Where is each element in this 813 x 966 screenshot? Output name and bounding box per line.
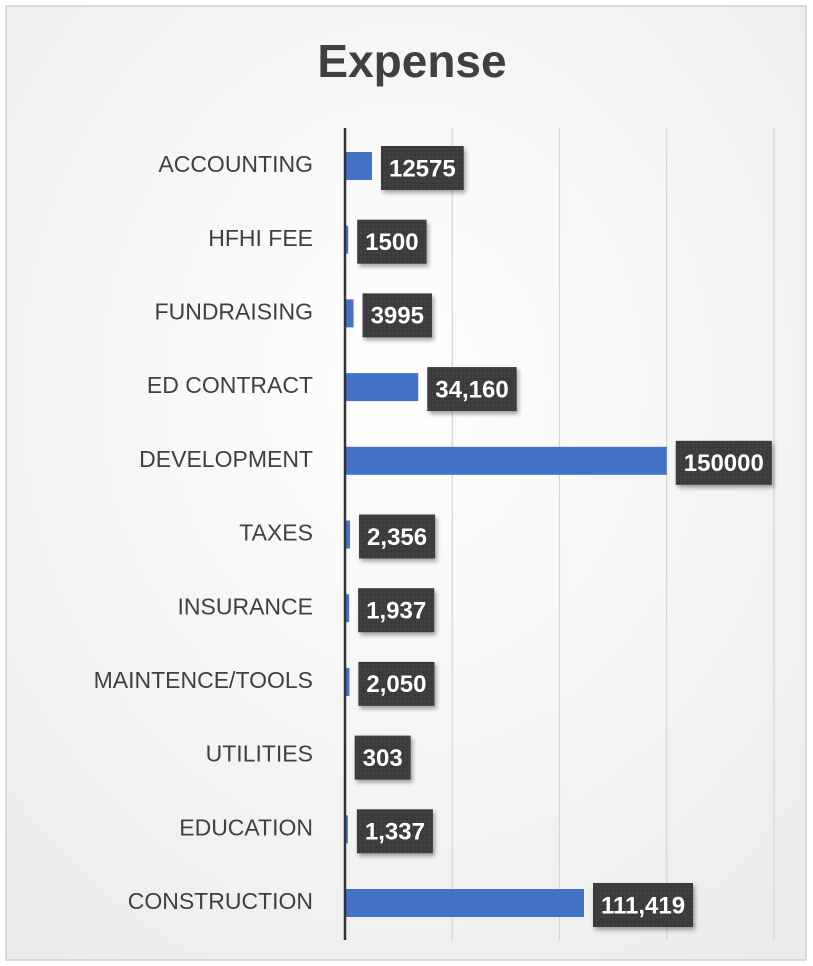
bar xyxy=(345,667,350,696)
bar xyxy=(345,446,667,475)
y-tick-label: DEVELOPMENT xyxy=(139,446,313,472)
data-label-box xyxy=(592,883,694,927)
data-label: 150000 xyxy=(684,450,764,477)
y-tick-label: INSURANCE xyxy=(178,593,313,619)
data-label: 303 xyxy=(363,745,403,772)
data-label: 1,337 xyxy=(365,819,425,846)
data-label: 3995 xyxy=(371,303,424,330)
y-tick-label: TAXES xyxy=(239,520,313,546)
data-label: 2,050 xyxy=(366,671,426,698)
bar xyxy=(345,889,584,917)
data-label: 12575 xyxy=(389,155,456,182)
bar xyxy=(345,152,372,180)
data-label-box xyxy=(427,367,517,412)
data-label-box xyxy=(359,514,436,559)
bar xyxy=(345,373,419,402)
bar xyxy=(345,520,351,549)
chart-title: Expense xyxy=(317,35,506,87)
data-label-box xyxy=(675,440,772,485)
data-label-box xyxy=(356,809,433,854)
data-label-box xyxy=(358,661,435,706)
bar xyxy=(345,299,354,328)
y-tick-label: ACCOUNTING xyxy=(158,151,313,177)
data-label: 1500 xyxy=(365,229,418,256)
y-tick-label: ED CONTRACT xyxy=(147,372,313,398)
data-label: 2,356 xyxy=(367,524,427,551)
y-tick-label: UTILITIES xyxy=(206,741,313,767)
data-label: 111,419 xyxy=(601,892,685,919)
data-label-box xyxy=(357,219,427,264)
data-label-box xyxy=(362,293,432,338)
y-tick-label: CONSTRUCTION xyxy=(128,888,313,914)
y-tick-label: FUNDRAISING xyxy=(155,298,313,324)
data-label: 34,160 xyxy=(435,376,508,403)
data-label-box xyxy=(380,146,464,190)
y-tick-label: HFHI FEE xyxy=(208,225,313,251)
bar xyxy=(345,225,349,254)
bar xyxy=(345,594,350,623)
y-tick-label: EDUCATION xyxy=(179,814,313,840)
data-label-box xyxy=(354,735,411,780)
data-label: 1,937 xyxy=(366,598,426,625)
data-label-box xyxy=(358,588,435,633)
bar xyxy=(345,815,348,844)
y-tick-label: MAINTENCE/TOOLS xyxy=(94,667,313,693)
